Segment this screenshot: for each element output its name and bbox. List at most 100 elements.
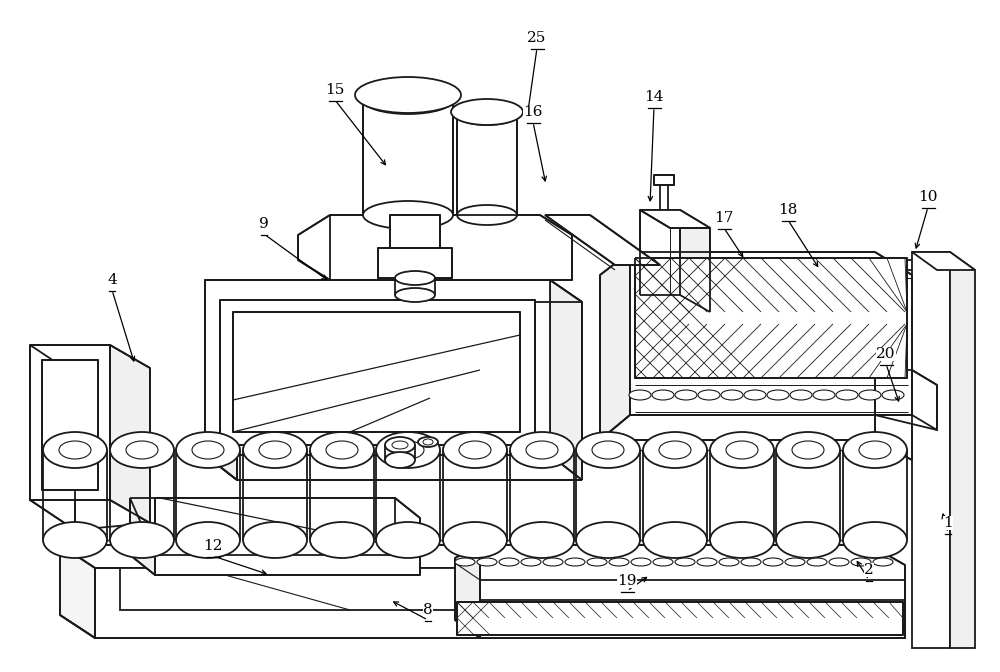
Ellipse shape: [721, 390, 743, 400]
Ellipse shape: [631, 558, 651, 566]
Polygon shape: [205, 280, 550, 455]
Ellipse shape: [565, 558, 585, 566]
Polygon shape: [233, 312, 520, 432]
Ellipse shape: [744, 390, 766, 400]
Polygon shape: [640, 210, 710, 228]
Polygon shape: [42, 360, 98, 490]
Ellipse shape: [776, 432, 840, 468]
Ellipse shape: [310, 432, 374, 468]
Ellipse shape: [459, 441, 491, 459]
Polygon shape: [630, 252, 912, 415]
Ellipse shape: [675, 558, 695, 566]
Ellipse shape: [652, 390, 674, 400]
Polygon shape: [220, 300, 535, 445]
Ellipse shape: [455, 558, 475, 566]
Polygon shape: [870, 545, 905, 638]
Polygon shape: [654, 175, 674, 185]
Ellipse shape: [643, 432, 707, 468]
Text: 4: 4: [107, 273, 117, 287]
Ellipse shape: [710, 432, 774, 468]
Polygon shape: [30, 345, 75, 530]
Ellipse shape: [126, 441, 158, 459]
Ellipse shape: [843, 522, 907, 558]
Text: 12: 12: [203, 539, 223, 553]
Ellipse shape: [443, 522, 507, 558]
Ellipse shape: [719, 558, 739, 566]
Polygon shape: [680, 210, 710, 312]
Text: 15: 15: [325, 83, 345, 97]
Ellipse shape: [813, 390, 835, 400]
Ellipse shape: [355, 77, 461, 113]
Ellipse shape: [675, 390, 697, 400]
Ellipse shape: [698, 390, 720, 400]
Ellipse shape: [363, 86, 453, 114]
Ellipse shape: [629, 390, 651, 400]
Ellipse shape: [176, 432, 240, 468]
Polygon shape: [30, 345, 110, 500]
Ellipse shape: [43, 432, 107, 468]
Text: 2: 2: [864, 563, 874, 577]
Ellipse shape: [259, 441, 291, 459]
Ellipse shape: [521, 558, 541, 566]
Polygon shape: [298, 215, 572, 280]
Ellipse shape: [741, 558, 761, 566]
Polygon shape: [390, 215, 440, 248]
Polygon shape: [635, 258, 907, 378]
Ellipse shape: [807, 558, 827, 566]
Ellipse shape: [710, 522, 774, 558]
Ellipse shape: [110, 522, 174, 558]
Ellipse shape: [785, 558, 805, 566]
Ellipse shape: [385, 452, 415, 468]
Polygon shape: [95, 568, 905, 638]
Polygon shape: [875, 370, 912, 415]
Ellipse shape: [510, 432, 574, 468]
Ellipse shape: [587, 558, 607, 566]
Polygon shape: [120, 568, 870, 610]
Ellipse shape: [418, 437, 438, 447]
Polygon shape: [600, 252, 630, 440]
Text: 17: 17: [714, 211, 734, 225]
Ellipse shape: [726, 441, 758, 459]
Ellipse shape: [499, 558, 519, 566]
Text: 25: 25: [527, 31, 547, 45]
Ellipse shape: [790, 390, 812, 400]
Polygon shape: [455, 545, 480, 638]
Polygon shape: [110, 345, 150, 523]
Ellipse shape: [395, 271, 435, 285]
Ellipse shape: [792, 441, 824, 459]
Polygon shape: [205, 280, 237, 480]
Ellipse shape: [873, 558, 893, 566]
Ellipse shape: [395, 288, 435, 302]
Ellipse shape: [576, 432, 640, 468]
Ellipse shape: [763, 558, 783, 566]
Polygon shape: [155, 498, 395, 555]
Ellipse shape: [543, 558, 563, 566]
Ellipse shape: [609, 558, 629, 566]
Text: 1: 1: [943, 516, 953, 530]
Ellipse shape: [510, 522, 574, 558]
Ellipse shape: [192, 441, 224, 459]
Polygon shape: [60, 545, 905, 568]
Ellipse shape: [659, 441, 691, 459]
Ellipse shape: [385, 437, 415, 453]
Ellipse shape: [176, 522, 240, 558]
Ellipse shape: [643, 522, 707, 558]
Ellipse shape: [457, 205, 517, 225]
Text: 19: 19: [617, 574, 637, 588]
Text: 18: 18: [778, 203, 798, 217]
Polygon shape: [640, 210, 680, 295]
Ellipse shape: [859, 390, 881, 400]
Ellipse shape: [767, 390, 789, 400]
Ellipse shape: [851, 558, 871, 566]
Ellipse shape: [392, 441, 424, 459]
Polygon shape: [457, 602, 903, 635]
Ellipse shape: [836, 390, 858, 400]
Polygon shape: [205, 280, 582, 302]
Text: 16: 16: [523, 105, 543, 119]
Text: 8: 8: [423, 603, 433, 617]
Text: 9: 9: [259, 217, 269, 231]
Ellipse shape: [859, 441, 891, 459]
Polygon shape: [378, 248, 452, 278]
Polygon shape: [600, 415, 875, 440]
Polygon shape: [545, 215, 660, 265]
